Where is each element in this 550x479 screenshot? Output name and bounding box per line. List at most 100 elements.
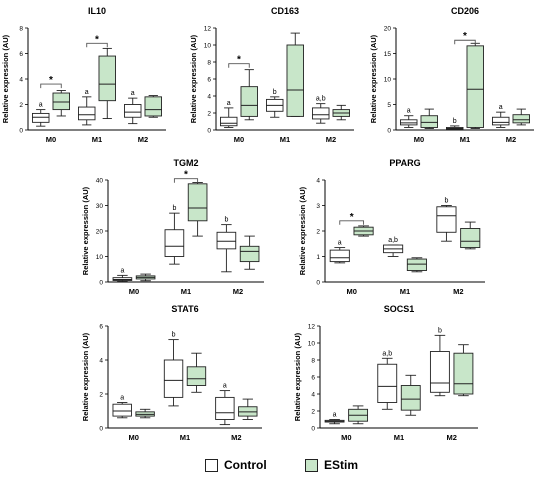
- box-estim: [400, 385, 421, 411]
- x-tick-label: M0: [341, 433, 351, 442]
- legend-item-control: Control: [205, 458, 267, 472]
- y-tick-label: 6: [207, 76, 211, 83]
- panel-title: PPARG: [389, 158, 420, 168]
- significance-letter: a: [338, 240, 342, 247]
- panel-title: TGM2: [173, 158, 198, 168]
- legend-label-control: Control: [224, 458, 267, 472]
- x-tick-label: M0: [234, 135, 244, 144]
- box-estim: [98, 55, 116, 102]
- significance-letter: b: [172, 332, 176, 339]
- significance-letter: b: [444, 198, 448, 205]
- box-estim: [406, 258, 427, 271]
- figure-canvas: IL10 0 2 4 6 8 Relative expression (AU) M0 a M1 a M…: [1, 6, 534, 442]
- y-tick-label: 0: [99, 425, 103, 432]
- box-control: [329, 249, 350, 263]
- x-tick-label: M0: [414, 135, 424, 144]
- x-tick-label: M1: [280, 135, 290, 144]
- significance-letter: b: [438, 327, 442, 334]
- y-axis-label: Relative expression (AU): [189, 34, 198, 123]
- box-estim: [144, 96, 162, 117]
- significance-letter: a,b: [382, 350, 392, 357]
- x-tick-label: M2: [326, 135, 336, 144]
- significance-bracket: [173, 178, 199, 183]
- significance-letter: a,b: [388, 237, 398, 244]
- box-estim: [240, 86, 258, 117]
- box-control: [436, 206, 457, 233]
- y-axis-label: Relative expression (AU): [369, 34, 378, 123]
- y-tick-label: 6: [19, 51, 23, 58]
- box-control: [215, 396, 235, 420]
- panel-title: STAT6: [171, 304, 198, 314]
- y-axis-label: Relative expression (AU): [1, 34, 10, 123]
- box-control: [78, 106, 96, 121]
- panel-pparg: PPARG 0 1 2 3 4 Relative expression (AU) M0 a M1 a…: [298, 158, 485, 296]
- y-tick-label: 8: [19, 25, 23, 32]
- x-tick-label: M1: [92, 135, 102, 144]
- y-tick-label: 12: [204, 25, 212, 32]
- significance-star: *: [184, 170, 188, 181]
- box-control: [32, 112, 50, 123]
- significance-letter: a: [39, 102, 43, 109]
- panel-title: CD206: [451, 6, 479, 16]
- x-tick-label: M2: [446, 433, 456, 442]
- y-tick-label: 10: [384, 76, 392, 83]
- significance-letter: a: [131, 90, 135, 97]
- panel-cd206: CD206 0 5 10 15 20 Relative expression (AU) M0 a…: [369, 6, 534, 144]
- y-tick-label: 10: [204, 42, 212, 49]
- x-tick-label: M2: [231, 433, 241, 442]
- legend: Control EStim: [205, 458, 405, 476]
- x-tick-label: M2: [138, 135, 148, 144]
- significance-letter: a: [223, 383, 227, 390]
- y-tick-label: 4: [207, 93, 211, 100]
- y-tick-label: 2: [207, 110, 211, 117]
- panel-title: IL10: [88, 6, 106, 16]
- significance-star: *: [95, 34, 99, 45]
- y-tick-label: 0: [316, 279, 320, 286]
- box-control: [429, 351, 450, 393]
- significance-letter: a: [499, 104, 503, 111]
- x-tick-label: M2: [233, 287, 243, 296]
- x-tick-label: M0: [129, 287, 139, 296]
- significance-bracket: [339, 220, 365, 225]
- significance-bracket: [40, 83, 62, 89]
- significance-letter: a: [120, 395, 124, 402]
- y-tick-label: 15: [384, 51, 392, 58]
- y-tick-label: 0: [207, 127, 211, 134]
- box-control: [163, 359, 184, 398]
- box-estim: [466, 45, 484, 128]
- panel-stat6: STAT6 0 2 4 6 Relative expression (AU) M0 a M1 b M…: [81, 304, 262, 442]
- y-tick-label: 0: [99, 279, 103, 286]
- y-tick-label: 4: [99, 357, 103, 364]
- panel-cd163: CD163 0 2 4 6 8 10 12 Relative expression (AU) M0…: [189, 6, 354, 144]
- box-estim: [453, 352, 474, 395]
- box-estim: [187, 183, 208, 222]
- y-axis-label: Relative expression (AU): [298, 186, 307, 275]
- y-tick-label: 0: [311, 425, 315, 432]
- y-tick-label: 6: [99, 323, 103, 330]
- x-tick-label: M1: [181, 287, 191, 296]
- y-tick-label: 4: [311, 391, 315, 398]
- panel-title: SOCS1: [384, 304, 415, 314]
- y-tick-label: 1: [316, 254, 320, 261]
- legend-item-estim: EStim: [305, 458, 358, 472]
- box-estim: [286, 44, 304, 117]
- y-tick-label: 5: [387, 102, 391, 109]
- control-swatch: [205, 458, 218, 472]
- legend-label-estim: EStim: [324, 458, 359, 472]
- y-axis-label: Relative expression (AU): [81, 186, 90, 275]
- significance-letter: b: [453, 118, 457, 125]
- box-estim: [186, 366, 207, 386]
- x-tick-label: M1: [400, 287, 410, 296]
- y-tick-label: 20: [384, 25, 392, 32]
- x-tick-label: M2: [506, 135, 516, 144]
- significance-letter: a: [85, 89, 89, 96]
- y-tick-label: 2: [99, 391, 103, 398]
- x-tick-label: M0: [46, 135, 56, 144]
- panel-socs1: SOCS1 0 2 4 6 8 10 12 Relative expression (AU) M0…: [293, 304, 478, 442]
- box-control: [400, 119, 418, 126]
- y-tick-label: 30: [96, 203, 104, 210]
- x-tick-label: M0: [346, 287, 356, 296]
- significance-letter: a: [407, 108, 411, 115]
- x-tick-label: M1: [394, 433, 404, 442]
- y-tick-label: 40: [96, 177, 104, 184]
